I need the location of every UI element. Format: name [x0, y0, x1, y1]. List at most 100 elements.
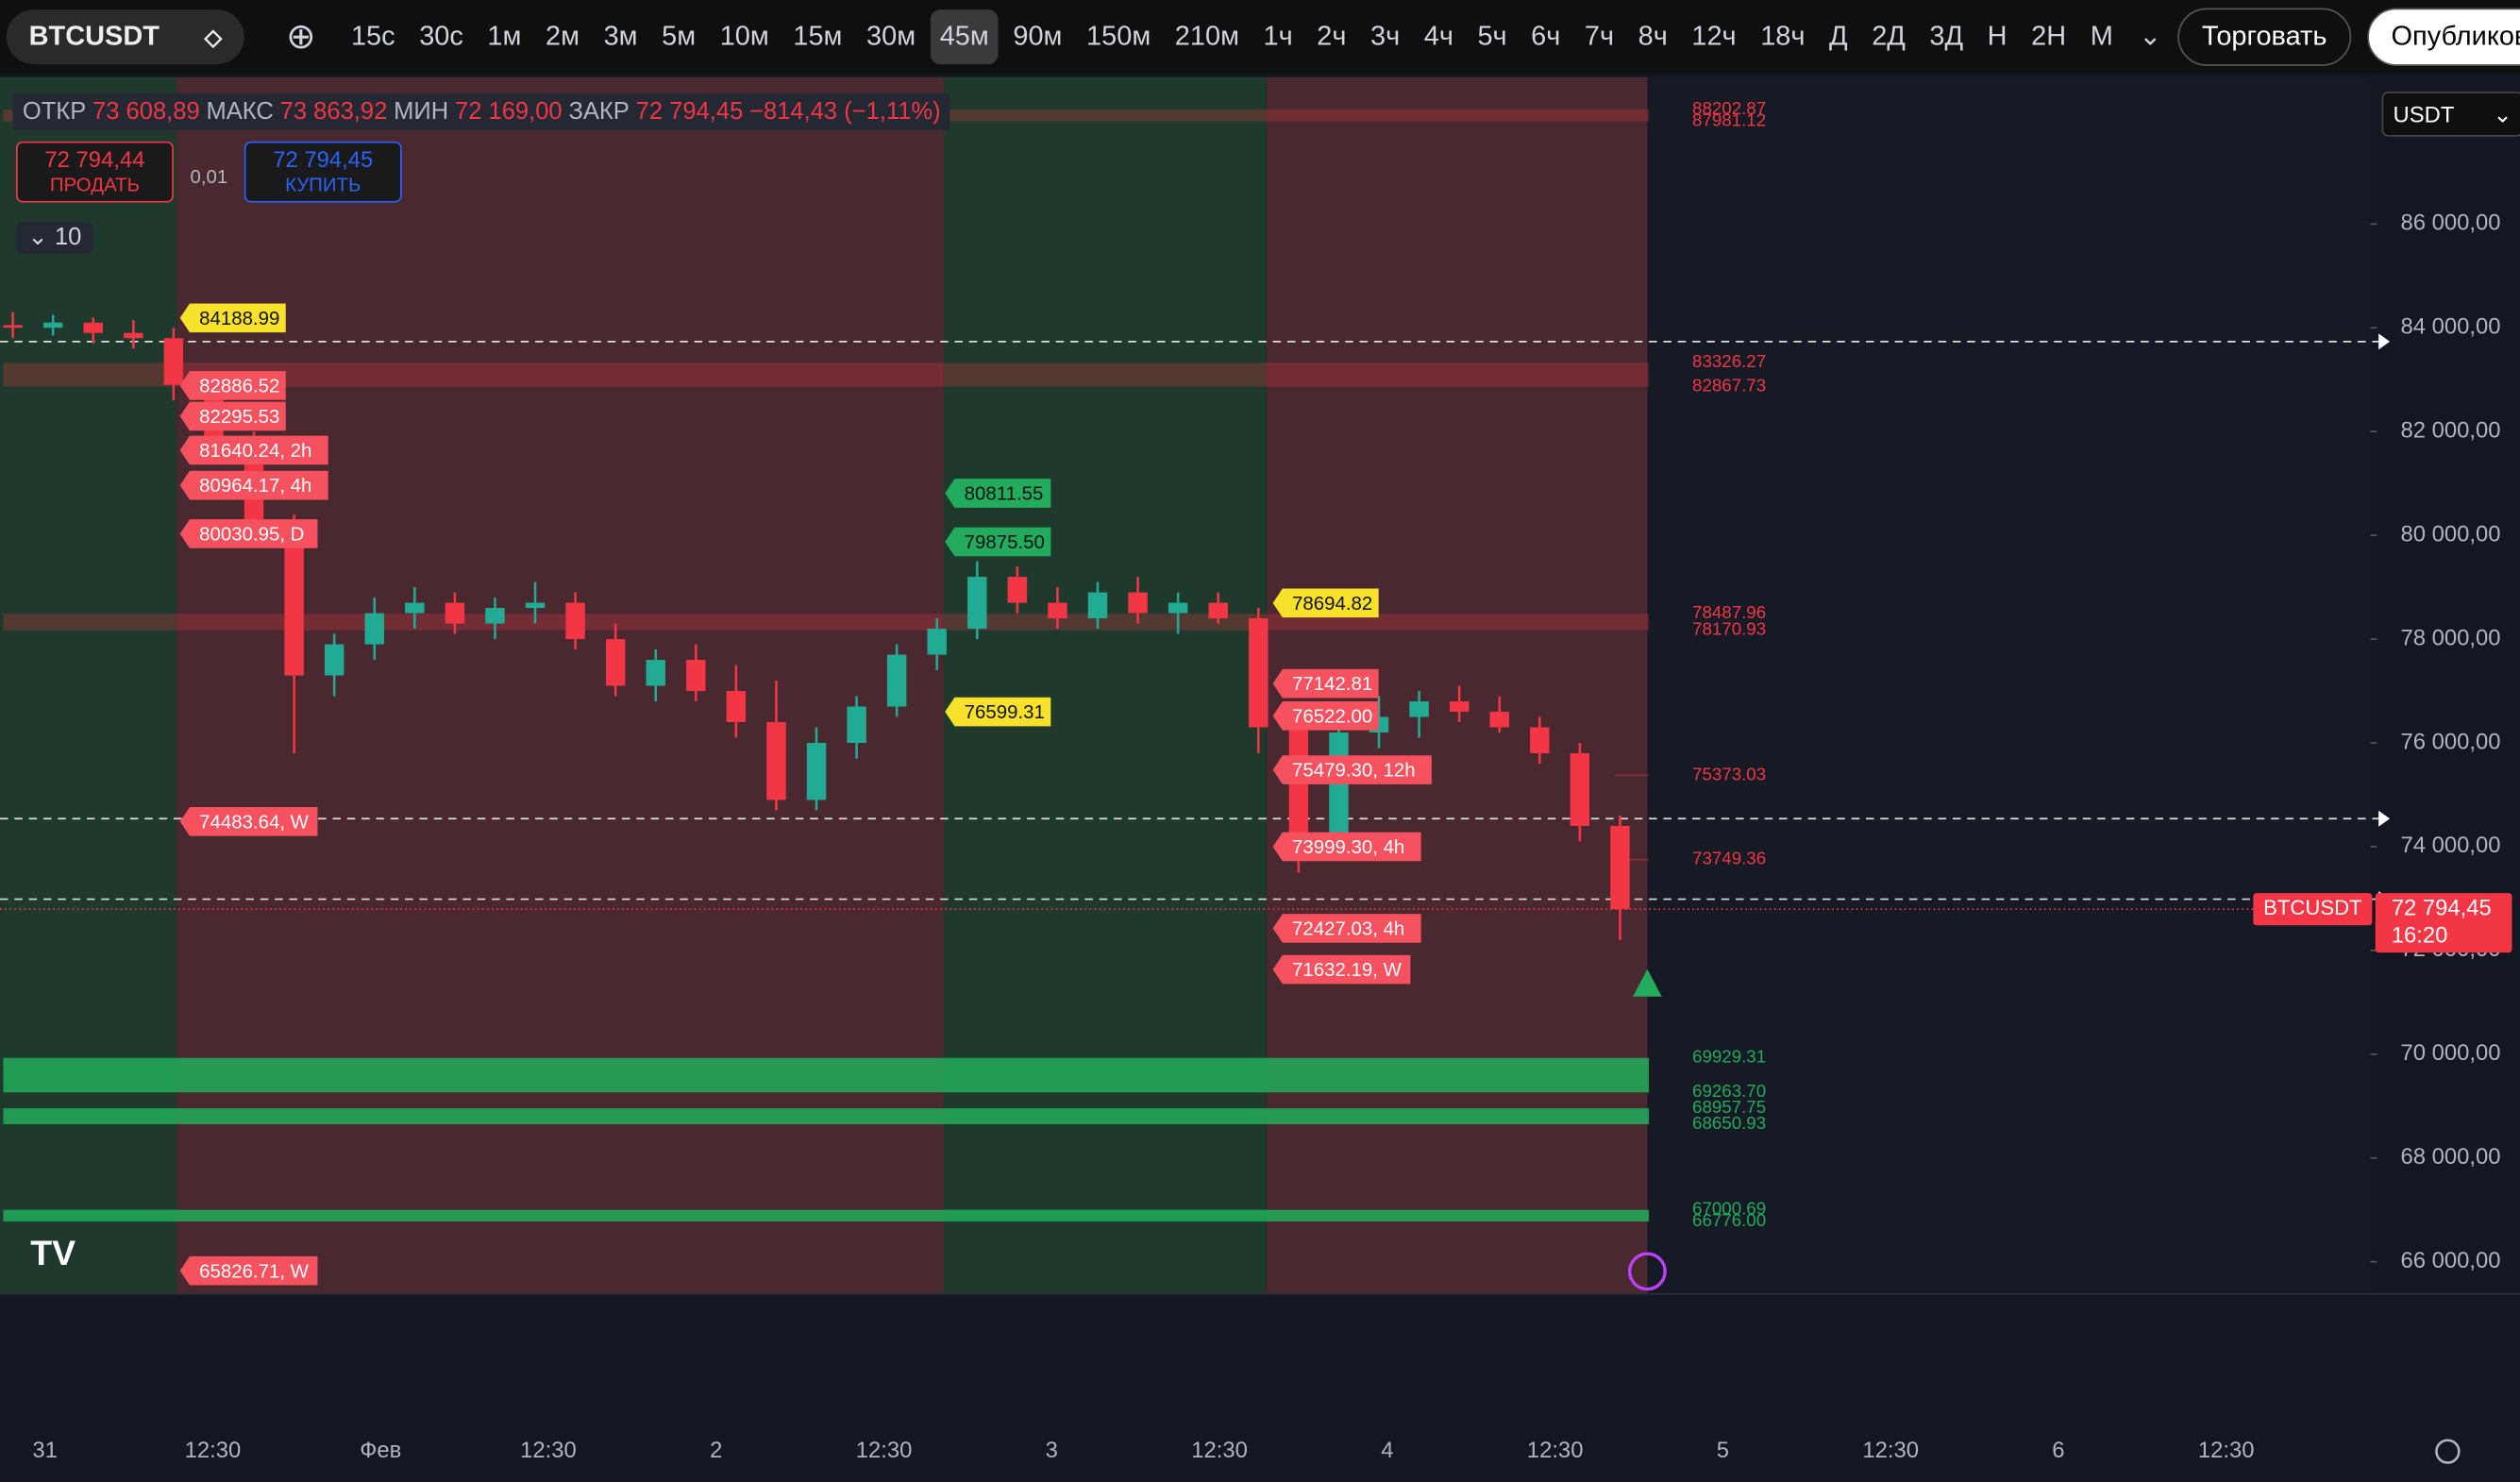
interval-button[interactable]: 5ч	[1477, 21, 1507, 52]
settings-icon[interactable]	[2435, 1439, 2461, 1464]
price-tag-label: 76599.31	[965, 702, 1045, 723]
change: −814,43 (−1,11%)	[749, 97, 941, 126]
label: ПРОДАТЬ	[49, 173, 141, 196]
y-tick-label: 74 000,00	[2401, 833, 2501, 858]
symbol-button[interactable]: BTCUSDT ◇	[6, 9, 244, 65]
x-tick-label: 5	[1717, 1438, 1729, 1463]
interval-button[interactable]: 45м	[930, 9, 1000, 65]
candle-body	[766, 722, 786, 800]
publish-button[interactable]: Опубликовать	[2366, 8, 2520, 66]
interval-button[interactable]: 30м	[866, 21, 916, 52]
interval-button[interactable]: 10м	[719, 21, 769, 52]
alert-icon[interactable]	[1627, 1252, 1667, 1291]
add-button[interactable]: ⊕	[286, 16, 316, 57]
candle-body	[1530, 727, 1550, 753]
indicators-toggle[interactable]: ⌄ 10	[16, 221, 93, 255]
buy-button[interactable]: 72 794,45 КУПИТЬ	[244, 141, 402, 203]
interval-button[interactable]: 150м	[1086, 21, 1151, 52]
price-tag-label: 73999.30, 4h	[1292, 837, 1404, 858]
candle-body	[1007, 577, 1028, 603]
level-label: 68957.75	[1692, 1097, 1766, 1117]
interval-button[interactable]: 30с	[419, 21, 463, 52]
price-axis	[2370, 76, 2520, 1294]
x-tick-label: 12:30	[1191, 1438, 1248, 1463]
candle-body	[445, 602, 465, 624]
interval-button[interactable]: 1ч	[1263, 21, 1293, 52]
price-tag-label: 76522.00	[1292, 706, 1372, 727]
price-tag-label: 82295.53	[199, 407, 279, 428]
more[interactable]: ⌄	[2139, 21, 2162, 52]
candle-body	[726, 691, 747, 723]
price-tag-box	[1272, 832, 1421, 862]
price-tag-box	[1272, 588, 1379, 618]
price-tag-label: 78694.82	[1292, 594, 1372, 615]
candle-body	[1128, 592, 1148, 614]
value: 73 608,89	[92, 97, 200, 126]
interval-button[interactable]: Н	[1987, 21, 2008, 52]
interval-button[interactable]: М	[2090, 21, 2113, 52]
label: КУПИТЬ	[285, 173, 361, 196]
interval-button[interactable]: 15м	[793, 21, 843, 52]
interval-button[interactable]: 210м	[1174, 21, 1239, 52]
interval-button[interactable]: 18ч	[1760, 21, 1806, 52]
interval-button[interactable]: 12ч	[1691, 21, 1737, 52]
line-arrow	[2378, 810, 2391, 827]
candle-body	[1329, 732, 1349, 836]
interval-button[interactable]: 2Н	[2031, 21, 2067, 52]
candle-body	[1489, 712, 1509, 728]
y-tick-label: 80 000,00	[2401, 521, 2501, 547]
candle-body	[124, 332, 143, 339]
sell-button[interactable]: 72 794,44 ПРОДАТЬ	[16, 141, 174, 203]
x-tick-label: 31	[32, 1438, 58, 1463]
x-tick-label: 12:30	[856, 1438, 913, 1463]
interval-button[interactable]: 3ч	[1369, 21, 1401, 52]
price: 72 794,44	[44, 145, 145, 173]
zone	[3, 1057, 1650, 1093]
candle-body	[1168, 602, 1188, 614]
trade-button[interactable]: Торговать	[2177, 8, 2351, 66]
interval-button[interactable]: 2Д	[1872, 21, 1906, 52]
price-tag: 82886.52	[179, 371, 286, 400]
y-tick-label: 76 000,00	[2401, 729, 2501, 754]
interval-button[interactable]: 90м	[1013, 21, 1063, 52]
level-label: 66776.00	[1692, 1210, 1766, 1230]
y-tick-label: 66 000,00	[2401, 1248, 2501, 1273]
count: 10	[54, 223, 82, 251]
interval-button[interactable]: 3Д	[1929, 21, 1964, 52]
price-tag-label: 81640.24, 2h	[199, 441, 311, 462]
price-tag-label: 65826.71, W	[199, 1261, 310, 1282]
currency-select[interactable]: USDT ⌄	[2381, 92, 2520, 137]
candle-body	[967, 577, 987, 630]
x-tick-label: 3	[1046, 1438, 1058, 1463]
interval-button[interactable]: Д	[1829, 21, 1848, 52]
price-tag-label: 82886.52	[199, 377, 279, 397]
price-tag-box	[179, 401, 286, 431]
x-tick-label: 4	[1381, 1438, 1393, 1463]
value: 72 169,00	[455, 97, 563, 126]
time-axis	[0, 1422, 2520, 1482]
interval-button[interactable]: 4ч	[1423, 21, 1453, 52]
interval-button[interactable]: 7ч	[1584, 21, 1615, 52]
interval-button[interactable]: 15с	[350, 21, 395, 52]
price-tag-box	[1272, 914, 1421, 943]
candle-body	[324, 644, 344, 676]
candle-body	[646, 660, 665, 686]
interval-button[interactable]: 5м	[662, 21, 697, 52]
interval-button[interactable]: 8ч	[1638, 21, 1668, 52]
symbol-tag: BTCUSDT	[2263, 896, 2361, 919]
y-tick-label: 68 000,00	[2401, 1144, 2501, 1170]
price-tag-box	[1272, 954, 1411, 985]
interval-button[interactable]: 2м	[545, 21, 580, 52]
candle-body	[886, 654, 907, 707]
x-tick-label: 12:30	[1862, 1438, 1919, 1463]
countdown: 16:20	[2392, 922, 2448, 948]
toolbar: BTCUSDT ◇ ⊕ 15с 30с 1м 2м 3м 5м 10м 15м 30м 45м 90м…	[0, 0, 2520, 75]
interval-button[interactable]: 6ч	[1531, 21, 1561, 52]
interval-button[interactable]: 3м	[603, 21, 638, 52]
candle-body	[847, 706, 866, 743]
label: МАКС	[206, 97, 274, 126]
interval-button[interactable]: 2ч	[1317, 21, 1347, 52]
price-tag: 73999.30, 4h	[1272, 832, 1421, 862]
interval-button[interactable]: 1м	[487, 21, 522, 52]
